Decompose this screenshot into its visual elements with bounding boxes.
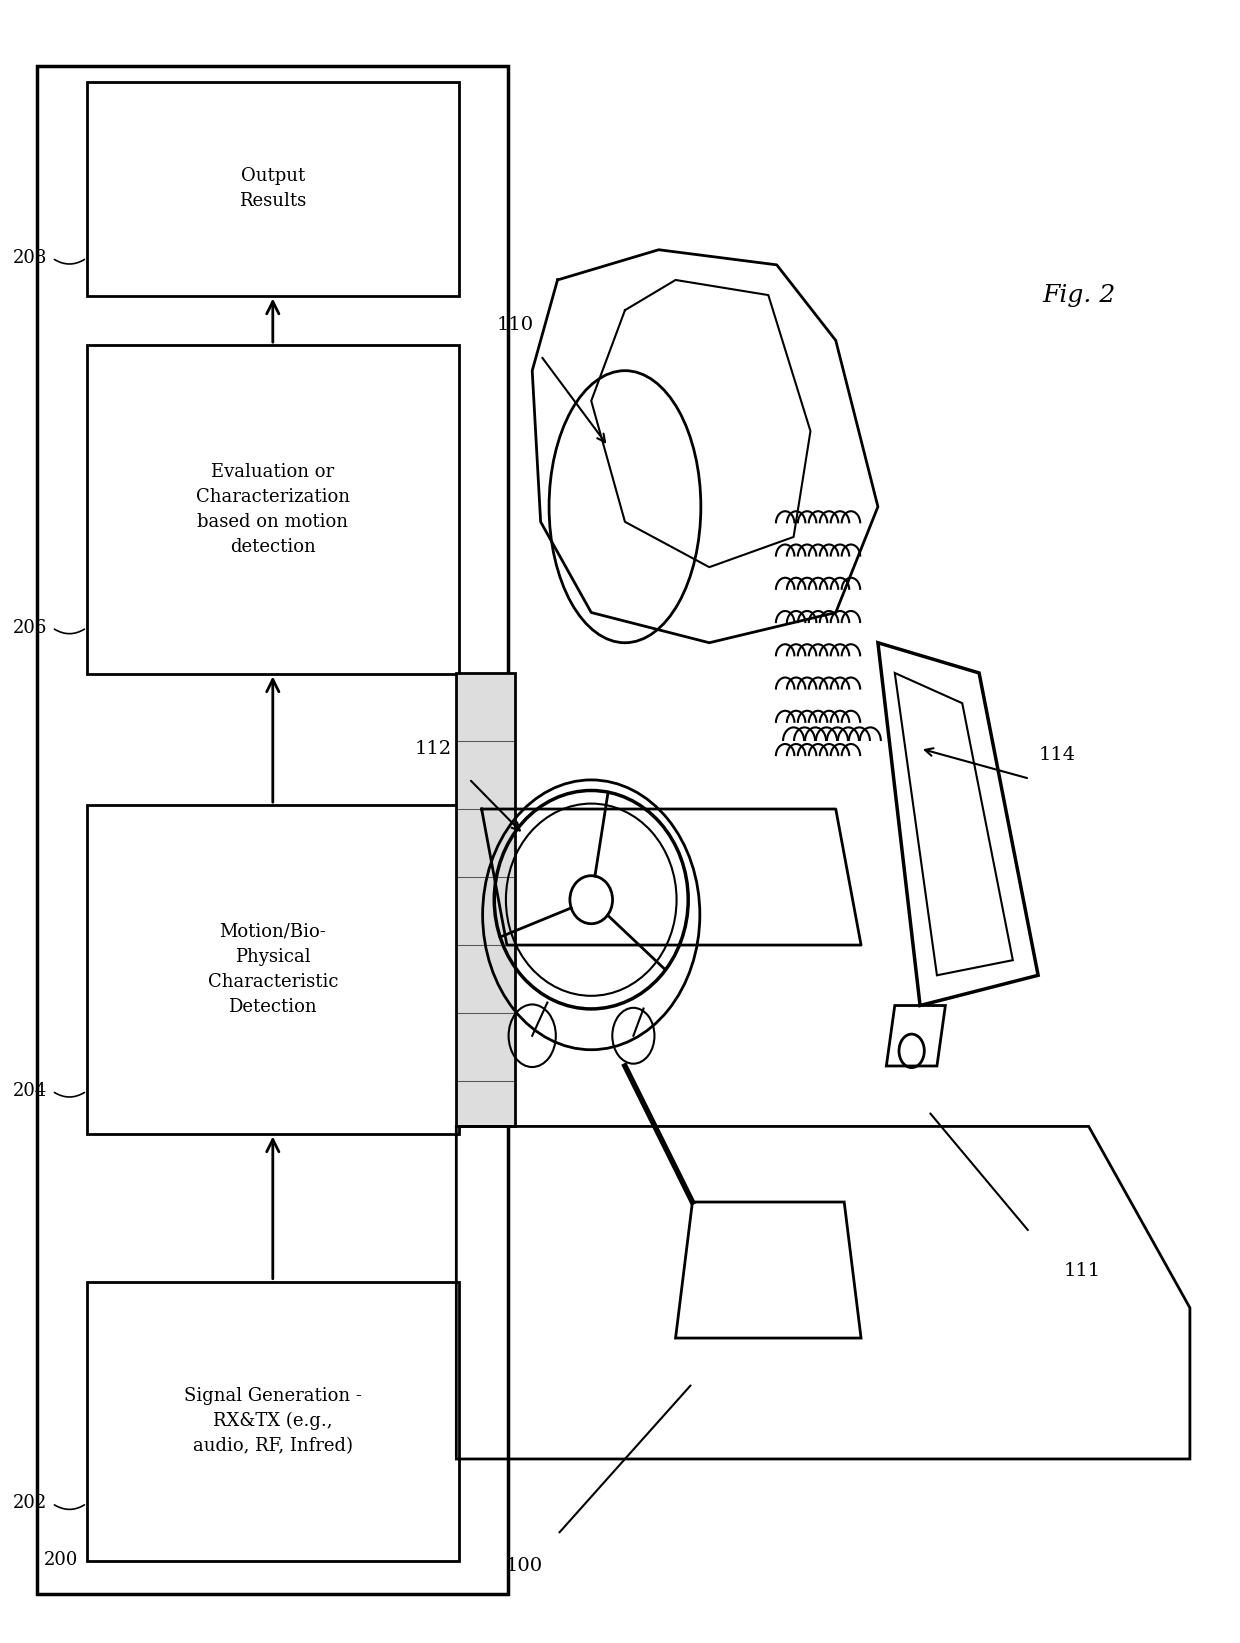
Text: 206: 206 bbox=[12, 619, 47, 636]
Text: 112: 112 bbox=[415, 739, 453, 757]
Text: Signal Generation -
RX&TX (e.g.,
audio, RF, Infred): Signal Generation - RX&TX (e.g., audio, … bbox=[184, 1387, 362, 1456]
Polygon shape bbox=[895, 674, 1013, 976]
Text: 110: 110 bbox=[497, 317, 534, 334]
Text: 114: 114 bbox=[1038, 746, 1075, 764]
Text: 111: 111 bbox=[1064, 1262, 1101, 1280]
Text: Fig. 2: Fig. 2 bbox=[1042, 284, 1116, 307]
Text: 200: 200 bbox=[43, 1551, 78, 1569]
Bar bbox=[37, 66, 508, 1594]
Bar bbox=[87, 805, 459, 1134]
Text: 202: 202 bbox=[12, 1495, 47, 1512]
Text: Evaluation or
Characterization
based on motion
detection: Evaluation or Characterization based on … bbox=[196, 463, 350, 555]
Text: 100: 100 bbox=[505, 1558, 542, 1576]
Text: 204: 204 bbox=[12, 1083, 47, 1099]
Bar bbox=[87, 82, 459, 296]
Text: 208: 208 bbox=[12, 250, 47, 266]
Bar bbox=[87, 1282, 459, 1561]
Text: Motion/Bio-
Physical
Characteristic
Detection: Motion/Bio- Physical Characteristic Dete… bbox=[207, 923, 339, 1015]
Bar bbox=[87, 345, 459, 674]
Text: Output
Results: Output Results bbox=[239, 168, 306, 210]
Polygon shape bbox=[456, 674, 516, 1127]
